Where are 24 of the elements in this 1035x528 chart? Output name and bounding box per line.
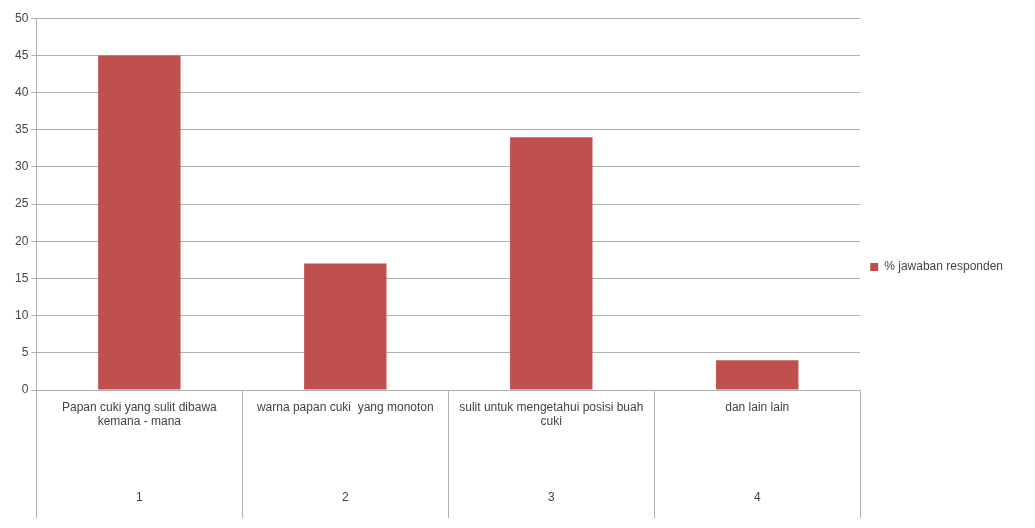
y-tick-label: 25 (14, 196, 29, 211)
x-tick-label: Papan cuki yang sulit dibawa kemana - mana (61, 399, 218, 428)
y-tick-label: 5 (21, 345, 29, 360)
bar (98, 55, 181, 390)
text: 2 (341, 490, 349, 505)
y-tick-label: 50 (14, 10, 29, 25)
text: 1 (135, 490, 143, 505)
y-tick-label: 0 (21, 382, 29, 397)
bar (716, 360, 799, 390)
x-tick-label: sulit untuk mengetahui posisi buah cuki (459, 399, 644, 428)
x-tick-label: dan lain lain (725, 399, 790, 414)
legend-label: % jawaban responden (884, 259, 1004, 274)
x-tick-label: warna papan cuki yang monoton (255, 399, 434, 414)
y-tick-label: 40 (14, 84, 29, 99)
text: 4 (753, 490, 761, 505)
y-tick-label: 35 (14, 122, 29, 137)
y-tick-label: 30 (14, 159, 29, 174)
y-tick-label: 20 (14, 233, 29, 248)
y-tick-label: 15 (14, 270, 29, 285)
y-tick-label: 45 (14, 47, 29, 62)
text: 3 (547, 490, 555, 505)
y-tick-label: 10 (14, 307, 29, 322)
bar (510, 137, 593, 390)
bar (304, 263, 387, 390)
